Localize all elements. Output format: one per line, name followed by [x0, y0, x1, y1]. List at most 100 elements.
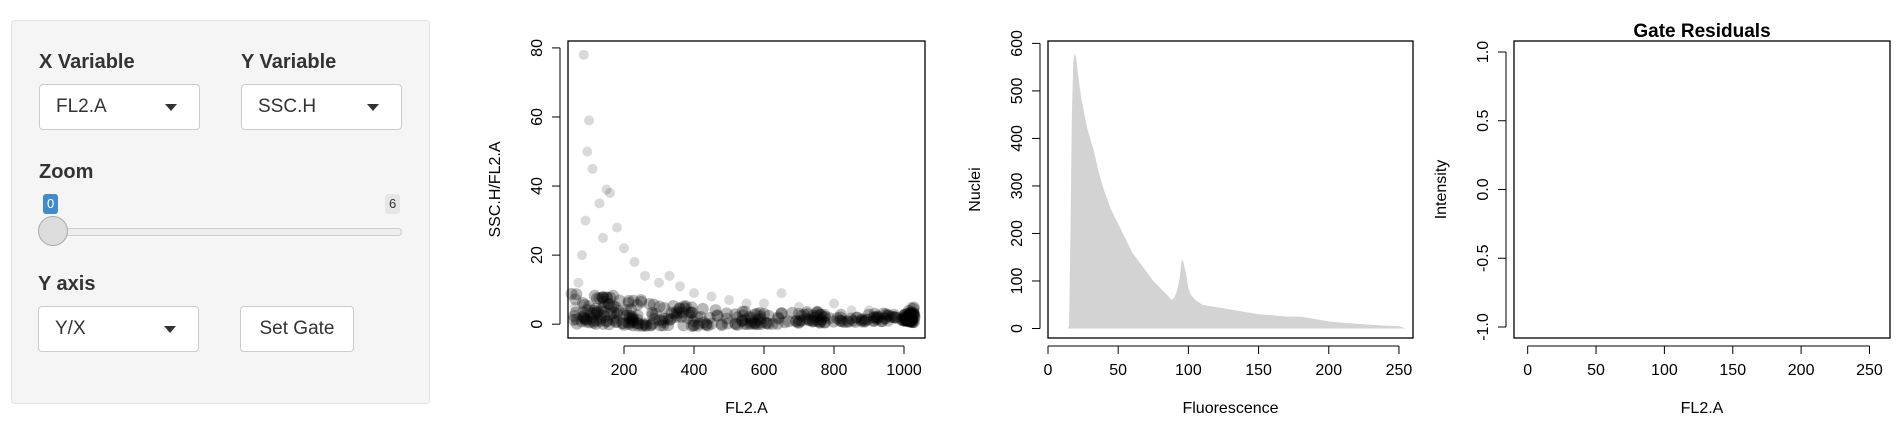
x-variable-select[interactable]: FL2.A	[39, 84, 200, 130]
data-point	[631, 309, 644, 322]
data-point	[906, 301, 916, 312]
data-point	[597, 317, 610, 330]
y-axis-label: Intensity	[1433, 160, 1450, 220]
data-point	[875, 315, 888, 328]
scatter-plot[interactable]: 200 400 600 800 1000 0 20 40 60 80 FL2.A SSC.H/FL2.…	[470, 0, 950, 429]
data-point	[908, 310, 921, 323]
data-point	[867, 311, 880, 324]
data-point	[639, 319, 652, 332]
y-tick-label: -1.0	[1475, 313, 1492, 341]
data-point	[581, 303, 594, 316]
data-point	[622, 316, 635, 329]
x-tick-label: 200	[1788, 362, 1815, 379]
data-point	[745, 314, 758, 327]
data-point	[902, 307, 915, 320]
data-point	[665, 306, 678, 319]
data-point	[903, 315, 916, 328]
data-point	[647, 298, 660, 311]
data-point	[565, 287, 578, 300]
data-point	[796, 314, 809, 327]
data-point	[694, 310, 707, 323]
data-point	[678, 302, 691, 315]
y-tick-label: 20	[529, 246, 546, 264]
data-point	[623, 309, 636, 322]
data-point	[587, 316, 600, 329]
y-axis-select[interactable]: Y/X	[38, 306, 199, 352]
data-point	[683, 309, 696, 322]
data-point	[596, 292, 609, 305]
data-point	[753, 306, 766, 319]
data-point	[908, 308, 921, 321]
data-point	[634, 294, 647, 307]
data-point	[800, 312, 813, 325]
data-point	[605, 301, 618, 314]
data-point	[578, 312, 591, 325]
data-point	[670, 305, 683, 318]
data-point	[906, 316, 919, 329]
data-point	[903, 311, 916, 324]
data-point	[751, 318, 764, 331]
data-point	[754, 310, 767, 323]
data-point	[595, 302, 608, 315]
data-point	[858, 315, 871, 328]
data-point	[586, 315, 599, 328]
data-point	[731, 318, 744, 331]
y-tick-label: 0.0	[1475, 178, 1492, 200]
data-point	[744, 318, 757, 331]
data-point	[902, 304, 915, 317]
set-gate-button[interactable]: Set Gate	[240, 306, 354, 352]
data-point	[903, 307, 916, 320]
data-point	[859, 313, 872, 326]
zoom-slider-track[interactable]	[53, 228, 402, 236]
data-point	[738, 313, 751, 326]
data-point	[907, 307, 920, 320]
data-point	[811, 306, 824, 319]
zoom-slider-handle[interactable]	[38, 216, 68, 246]
data-point	[658, 302, 671, 315]
data-point	[603, 318, 616, 331]
data-point	[623, 318, 636, 331]
data-point	[593, 292, 606, 305]
data-point	[640, 270, 650, 281]
data-point	[899, 308, 912, 321]
data-point	[624, 316, 637, 329]
data-point	[778, 316, 791, 329]
gate-residuals-plot[interactable]: 0 50 100 150 200 250 -1.0 -0.5 0.0 0.5 1.0 FL2.A Int…	[1430, 0, 1897, 429]
data-point	[583, 300, 596, 313]
data-point	[818, 310, 831, 323]
x-tick-label: 400	[681, 362, 708, 379]
data-point	[661, 312, 674, 325]
data-point	[834, 308, 847, 321]
x-tick-label: 0	[1044, 362, 1053, 379]
data-point	[744, 317, 757, 330]
y-tick-label: 100	[1009, 268, 1026, 295]
data-point	[906, 308, 919, 321]
fluorescence-histogram[interactable]: 0 50 100 150 200 250 0 100 200 300 400 500 600 Fluore…	[960, 0, 1420, 429]
data-point	[738, 317, 751, 330]
x-variable-label: X Variable	[39, 51, 135, 73]
x-tick-label: 100	[1175, 362, 1202, 379]
data-point	[898, 313, 911, 326]
data-point	[646, 306, 659, 319]
data-point	[887, 308, 900, 321]
data-point	[898, 309, 911, 322]
data-point	[657, 316, 670, 329]
data-point	[760, 317, 773, 330]
y-variable-label: Y Variable	[241, 51, 337, 73]
data-point	[603, 297, 616, 310]
data-point	[635, 295, 648, 308]
y-axis-value: Y/X	[55, 318, 86, 339]
data-point	[594, 198, 605, 209]
data-point	[583, 316, 596, 329]
data-point	[568, 310, 581, 323]
data-point	[687, 315, 700, 328]
y-variable-select[interactable]: SSC.H	[241, 84, 402, 130]
data-point	[889, 311, 902, 324]
data-point	[878, 312, 891, 325]
data-point	[663, 313, 676, 326]
data-point	[575, 315, 588, 328]
y-axis-label: Y axis	[38, 273, 96, 295]
data-point	[598, 311, 611, 324]
data-point	[673, 302, 686, 315]
data-point	[685, 301, 698, 314]
